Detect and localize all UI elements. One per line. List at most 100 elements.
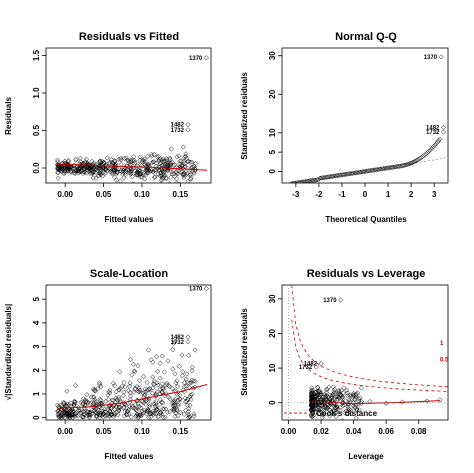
- data-point: [413, 158, 419, 164]
- data-point: [122, 408, 128, 414]
- x-tick-label: 0.00: [57, 190, 73, 199]
- data-point: [95, 386, 101, 392]
- data-point: [128, 356, 134, 363]
- data-point: [121, 389, 127, 395]
- data-point: [144, 153, 151, 160]
- data-point: [116, 394, 122, 400]
- data-point: [131, 153, 137, 160]
- data-point: [56, 413, 62, 419]
- data-point: [63, 411, 69, 417]
- data-point: [172, 371, 178, 377]
- data-point: [404, 161, 410, 168]
- data-point: [324, 389, 330, 396]
- data-point: [160, 400, 166, 406]
- smoother-line: [57, 383, 208, 409]
- data-point: [140, 166, 146, 172]
- data-point: [137, 168, 143, 174]
- data-point: [348, 407, 354, 414]
- point-label: 1370: [323, 298, 337, 304]
- data-point: [91, 165, 97, 171]
- data-point: [347, 392, 353, 398]
- data-point: [185, 127, 191, 133]
- data-point: [179, 165, 185, 171]
- data-point: [64, 388, 70, 394]
- x-tick-label: 0: [363, 190, 368, 199]
- point-label: 1732: [299, 365, 313, 371]
- data-point: [185, 121, 191, 128]
- cooks-contour-label: 1: [440, 341, 444, 347]
- data-point: [121, 379, 127, 386]
- data-point: [72, 382, 78, 389]
- data-point: [187, 159, 193, 165]
- data-point: [308, 391, 315, 397]
- data-point: [184, 371, 190, 377]
- data-point: [129, 404, 135, 410]
- data-point: [72, 399, 78, 405]
- data-point: [69, 412, 76, 418]
- data-point: [159, 168, 166, 174]
- data-point: [163, 391, 169, 397]
- data-point: [192, 347, 198, 353]
- data-point: [433, 141, 439, 147]
- data-point: [143, 401, 149, 407]
- data-point: [123, 402, 129, 408]
- data-point: [186, 406, 192, 412]
- data-point: [358, 385, 364, 391]
- data-point: [173, 388, 179, 394]
- data-point: [105, 397, 111, 403]
- data-point: [175, 171, 181, 177]
- data-point: [323, 387, 329, 393]
- data-point: [340, 418, 345, 420]
- data-point: [65, 157, 72, 164]
- data-point: [142, 391, 148, 398]
- data-point: [82, 169, 88, 175]
- data-point: [86, 412, 93, 418]
- data-point: [110, 160, 116, 166]
- data-point: [110, 398, 116, 404]
- data-point: [160, 172, 166, 178]
- data-point: [188, 176, 194, 182]
- data-point: [313, 177, 319, 183]
- data-point: [174, 180, 179, 183]
- data-point: [67, 164, 73, 170]
- point-label: 1370: [189, 56, 203, 62]
- data-point: [150, 159, 156, 165]
- data-point: [174, 392, 180, 398]
- data-point: [320, 410, 327, 416]
- data-point: [155, 382, 161, 388]
- data-point: [164, 162, 171, 168]
- data-point: [345, 393, 351, 399]
- data-point: [164, 380, 170, 386]
- y-tick-label: 2: [32, 367, 41, 372]
- data-point: [131, 181, 135, 183]
- data-point: [77, 164, 83, 170]
- data-point: [146, 414, 152, 420]
- data-point: [137, 157, 143, 163]
- data-point: [56, 407, 62, 413]
- data-point: [97, 396, 103, 402]
- x-axis-label: Theoretical Quantiles: [325, 215, 407, 224]
- data-point: [150, 411, 157, 417]
- data-point: [102, 409, 108, 415]
- data-point: [162, 172, 168, 178]
- data-point: [165, 358, 171, 364]
- data-point: [150, 169, 156, 175]
- data-point: [333, 394, 339, 400]
- data-point: [109, 397, 115, 403]
- point-label: 1482: [171, 335, 185, 341]
- data-point: [62, 165, 68, 171]
- y-axis-label: Residuals: [4, 97, 13, 135]
- data-point: [125, 158, 131, 164]
- chart-title: Normal Q-Q: [335, 31, 397, 43]
- data-point: [356, 407, 362, 413]
- data-point: [138, 163, 145, 169]
- data-point: [345, 406, 351, 412]
- data-point: [409, 160, 415, 166]
- data-point: [157, 397, 163, 403]
- data-point: [172, 162, 178, 168]
- data-point: [180, 171, 186, 177]
- data-point: [100, 414, 106, 420]
- x-tick-label: 0.02: [313, 427, 329, 436]
- data-point: [111, 412, 118, 418]
